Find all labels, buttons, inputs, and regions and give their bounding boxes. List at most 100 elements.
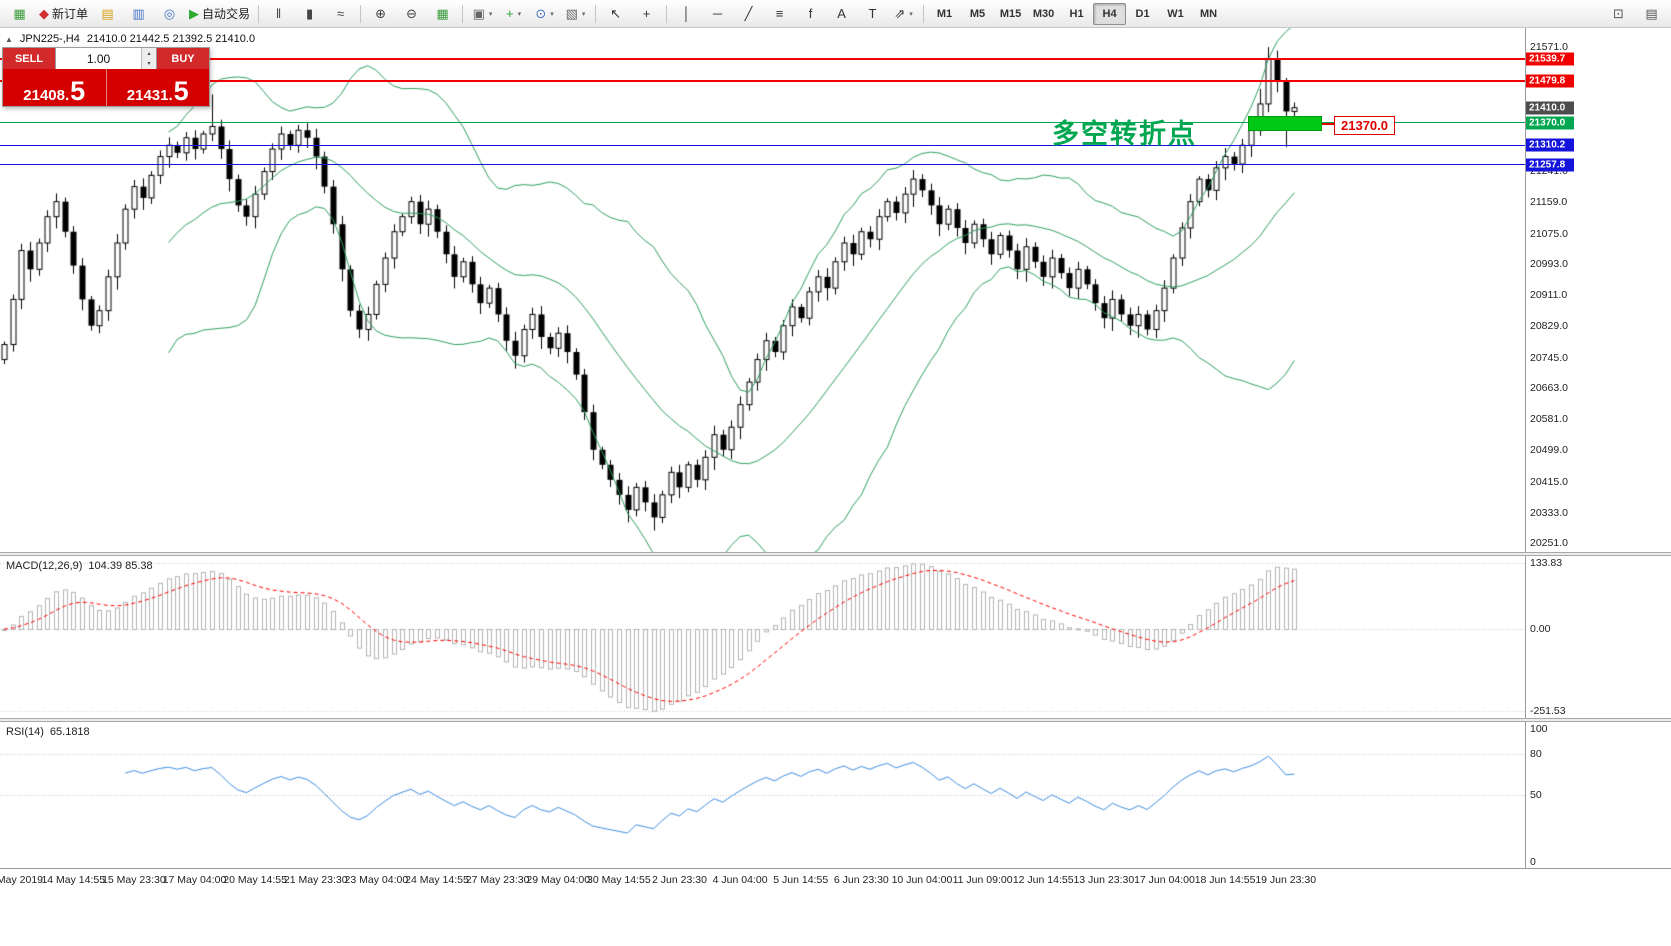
horizontal-line[interactable]: [0, 57, 1525, 60]
new-order-button[interactable]: ◆ 新订单: [35, 2, 92, 26]
time-axis-label: 18 Jun 14:55: [1194, 874, 1256, 886]
text-button[interactable]: A: [826, 2, 857, 26]
volume-down-button[interactable]: ▾: [142, 58, 156, 69]
main-chart-plot[interactable]: [0, 28, 1525, 552]
print-preview-icon: ⊡: [1613, 6, 1624, 21]
fibonacci-button[interactable]: f: [795, 2, 826, 26]
volume-field[interactable]: 1.00 ▴ ▾: [55, 48, 157, 69]
zoom-in-button[interactable]: ⊕: [365, 2, 396, 26]
candle-chart-button[interactable]: ▮: [294, 2, 325, 26]
autotrade-button[interactable]: ▶ 自动交易: [185, 2, 254, 26]
time-axis-label: 27 May 23:30: [465, 874, 530, 886]
trendline-button[interactable]: ╱: [733, 2, 764, 26]
time-axis-label: 5 Jun 14:55: [773, 874, 829, 886]
periods-button[interactable]: ⊙ ▾: [529, 2, 560, 26]
arrow-shapes-icon: ⇗: [894, 6, 906, 21]
print-button[interactable]: ▤: [1636, 2, 1667, 26]
timeframe-d1-button[interactable]: D1: [1135, 7, 1150, 20]
market-watch-button[interactable]: ▤: [92, 2, 123, 26]
time-axis-label: 15 May 23:30: [102, 874, 166, 886]
arrows-button[interactable]: ⇗ ▾: [888, 2, 919, 26]
bar-chart-button[interactable]: ‖: [263, 2, 294, 26]
timeframe-mn-button[interactable]: MN: [1199, 7, 1218, 20]
rsi-scale-label: 50: [1530, 789, 1542, 801]
buy-price-button[interactable]: 21431. 5: [107, 69, 210, 106]
time-axis-label: 14 May 14:55: [41, 874, 106, 886]
indicators-button[interactable]: + ▾: [498, 2, 529, 26]
rsi-scale-label: 80: [1530, 748, 1542, 761]
navigator-button[interactable]: ◎: [154, 2, 185, 26]
window-layout-button[interactable]: ▣ ▾: [467, 2, 498, 26]
trendline-icon: ╱: [744, 6, 753, 21]
dropdown-caret-icon: ▾: [517, 10, 522, 18]
highlight-rectangle[interactable]: [1248, 116, 1322, 131]
templates-button[interactable]: ▧ ▾: [560, 2, 591, 26]
line-chart-icon: ≈: [336, 6, 345, 21]
new-chart-button[interactable]: ▦: [4, 2, 35, 26]
navigator-icon: ◎: [163, 6, 176, 21]
print-preview-button[interactable]: ⊡: [1603, 2, 1634, 26]
trade-panel-price-row: 21408. 5 21431. 5: [3, 69, 209, 106]
channel-button[interactable]: ≡: [764, 2, 795, 26]
data-window-button[interactable]: ▥: [123, 2, 154, 26]
time-axis-label: 19 Jun 23:30: [1255, 874, 1317, 886]
chart-annotation-text[interactable]: 多空转折点: [1052, 119, 1197, 149]
price-axis-label: 21159.0: [1530, 196, 1568, 209]
horizontal-line[interactable]: [0, 144, 1525, 146]
timeframe-m5-button[interactable]: M5: [969, 7, 986, 20]
timeframe-h4-button[interactable]: H4: [1093, 2, 1127, 25]
dropdown-caret-icon: ▾: [909, 10, 913, 18]
timeframe-h1-button[interactable]: H1: [1069, 7, 1084, 20]
time-axis-label: 17 May 04:00: [162, 874, 227, 886]
pane-divider[interactable]: [0, 718, 1671, 722]
zoom-out-icon: ⊖: [406, 6, 417, 21]
horizontal-line[interactable]: [0, 164, 1525, 166]
price-axis-label: 20415.0: [1530, 475, 1568, 488]
zoom-out-button[interactable]: ⊖: [396, 2, 427, 26]
pane-divider[interactable]: [0, 552, 1671, 556]
macd-scale-zero: 0.00: [1530, 623, 1551, 636]
volume-up-button[interactable]: ▴: [142, 48, 156, 59]
horizontal-line[interactable]: [0, 122, 1525, 124]
timeframe-m1-button[interactable]: M1: [936, 7, 953, 20]
cursor-button[interactable]: ↖: [600, 2, 631, 26]
toolbar-right-buttons: ⊡ ▤: [1603, 2, 1667, 26]
panel-collapse-arrow-icon[interactable]: ▲: [5, 34, 13, 44]
main-toolbar: ▦ ◆ 新订单 ▤ ▥ ◎ ▶ 自动交易 ‖ ▮ ≈ ⊕ ⊖ ▦ ▣ ▾ + ▾ ⊙ ▾ ▧ ▾ ↖ + │ ─ ╱ ≡ f A T ⇗ ▾ M…: [0, 0, 1671, 28]
ask-cell-big: 5: [173, 76, 189, 107]
tile-windows-button[interactable]: ▦: [427, 2, 458, 26]
macd-scale-min: -251.53: [1530, 704, 1566, 717]
hline-button[interactable]: ─: [702, 2, 733, 26]
callout-connector-line: [1322, 123, 1334, 125]
price-callout-label[interactable]: 21370.0: [1334, 116, 1395, 135]
dropdown-caret-icon: ▾: [581, 10, 586, 18]
line-chart-button[interactable]: ≈: [325, 2, 356, 26]
hline-price-tag: 21370.0: [1526, 116, 1574, 130]
new-order-icon: ◆: [39, 6, 49, 21]
rsi-pane: RSI(14) 65.1818 100 80 50 0: [0, 722, 1671, 868]
time-axis-label: 20 May 14:55: [223, 874, 287, 886]
sell-button[interactable]: SELL: [3, 48, 55, 69]
toolbar-separator: [666, 4, 668, 23]
toolbar-separator: [258, 4, 260, 23]
buy-button[interactable]: BUY: [157, 48, 209, 69]
rsi-plot[interactable]: [0, 722, 1525, 868]
timeframe-w1-button[interactable]: W1: [1167, 7, 1184, 20]
macd-plot[interactable]: [0, 556, 1525, 718]
label-button[interactable]: T: [857, 2, 888, 26]
sell-price-button[interactable]: 21408. 5: [3, 69, 107, 106]
price-axis-label: 20745.0: [1530, 351, 1568, 364]
timeframe-m30-button[interactable]: M30: [1032, 7, 1055, 20]
horizontal-line[interactable]: [0, 80, 1525, 83]
one-click-trading-panel: SELL 1.00 ▴ ▾ BUY 21408. 5 21431. 5: [2, 47, 210, 107]
macd-pane: MACD(12,26,9) 104.39 85.38 133.83 0.00 -251…: [0, 556, 1671, 718]
vline-button[interactable]: │: [671, 2, 702, 26]
crosshair-button[interactable]: +: [631, 2, 662, 26]
main-chart-pane: ▲ JPN225-,H4 21410.0 21442.5 21392.5 214…: [0, 28, 1671, 552]
new-order-button-label: 新订单: [52, 7, 89, 21]
timeframe-m15-button[interactable]: M15: [999, 7, 1022, 20]
tile-windows-icon: ▦: [436, 6, 449, 21]
price-axis-label: 20829.0: [1530, 320, 1568, 333]
price-axis-label: 20581.0: [1530, 413, 1568, 426]
